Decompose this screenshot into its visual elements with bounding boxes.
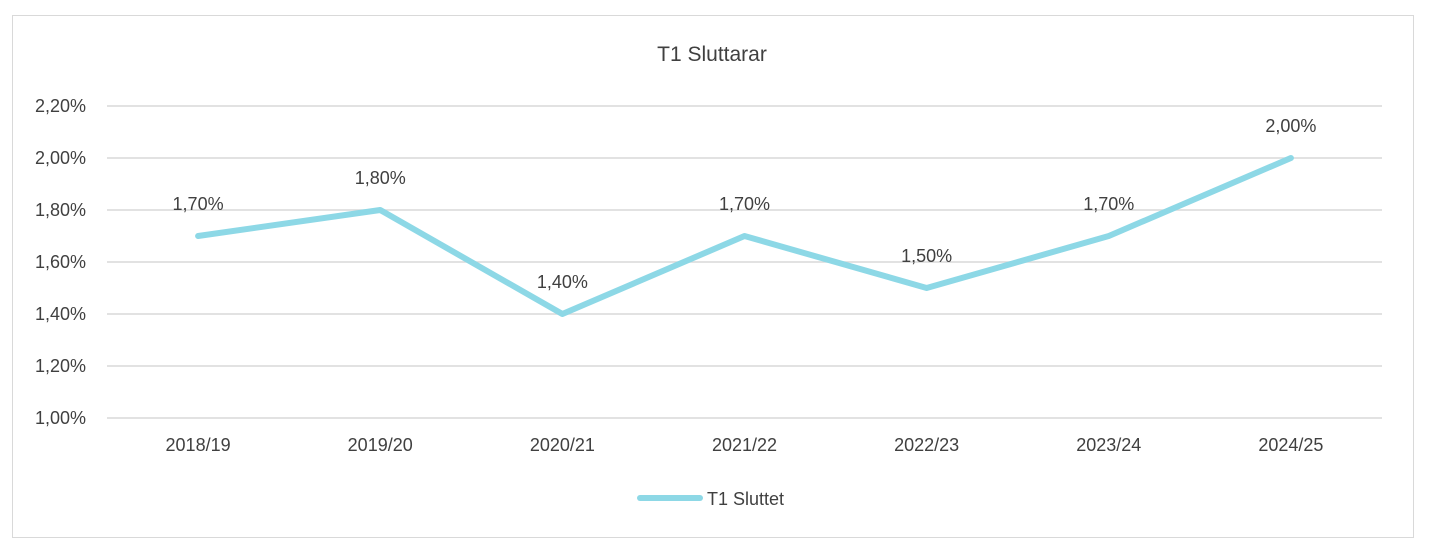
- chart-frame: [12, 15, 1414, 538]
- data-label: 2,00%: [1265, 116, 1316, 136]
- y-tick-label: 1,40%: [35, 304, 86, 324]
- data-label: 1,70%: [173, 194, 224, 214]
- chart-title: T1 Sluttarar: [657, 43, 767, 66]
- x-tick-label: 2018/19: [166, 435, 231, 455]
- x-tick-label: 2020/21: [530, 435, 595, 455]
- data-label: 1,70%: [1083, 194, 1134, 214]
- x-tick-label: 2019/20: [348, 435, 413, 455]
- data-label: 1,80%: [355, 168, 406, 188]
- legend: T1 Sluttet: [637, 489, 784, 509]
- x-tick-label: 2022/23: [894, 435, 959, 455]
- data-label: 1,50%: [901, 246, 952, 266]
- y-tick-label: 2,20%: [35, 96, 86, 116]
- y-tick-label: 1,00%: [35, 408, 86, 428]
- x-tick-label: 2024/25: [1258, 435, 1323, 455]
- y-axis: 2,20% 2,00% 1,80% 1,60% 1,40% 1,20% 1,00%: [35, 96, 86, 428]
- x-tick-label: 2021/22: [712, 435, 777, 455]
- y-tick-label: 1,60%: [35, 252, 86, 272]
- x-axis: 2018/19 2019/20 2020/21 2021/22 2022/23 2023/…: [166, 435, 1324, 455]
- y-tick-label: 2,00%: [35, 148, 86, 168]
- data-label: 1,70%: [719, 194, 770, 214]
- data-label: 1,40%: [537, 272, 588, 292]
- gridlines: [107, 105, 1382, 419]
- data-labels: 1,70% 1,80% 1,40% 1,70% 1,50% 1,70% 2,00%: [173, 116, 1317, 292]
- y-tick-label: 1,80%: [35, 200, 86, 220]
- y-tick-label: 1,20%: [35, 356, 86, 376]
- series-group: [195, 155, 1294, 317]
- legend-label: T1 Sluttet: [707, 489, 784, 509]
- x-tick-label: 2023/24: [1076, 435, 1141, 455]
